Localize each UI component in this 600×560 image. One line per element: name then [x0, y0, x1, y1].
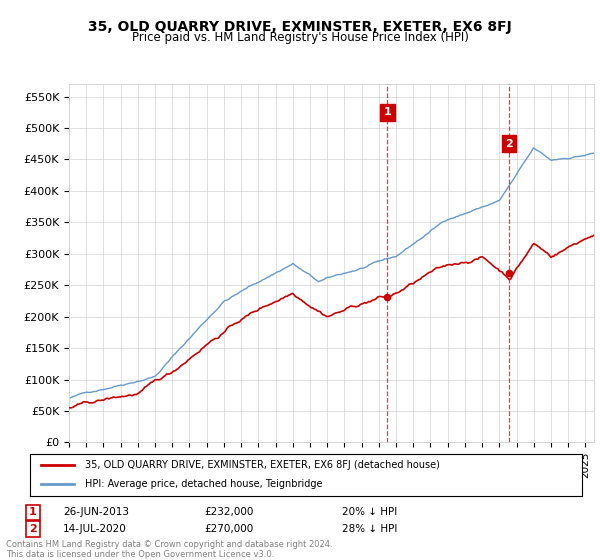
Text: 35, OLD QUARRY DRIVE, EXMINSTER, EXETER, EX6 8FJ: 35, OLD QUARRY DRIVE, EXMINSTER, EXETER,… — [88, 20, 512, 34]
Text: £270,000: £270,000 — [204, 524, 253, 534]
Text: 2: 2 — [29, 524, 37, 534]
Text: 14-JUL-2020: 14-JUL-2020 — [63, 524, 127, 534]
Text: 1: 1 — [29, 507, 37, 517]
Text: 28% ↓ HPI: 28% ↓ HPI — [342, 524, 397, 534]
Text: Contains HM Land Registry data © Crown copyright and database right 2024.
This d: Contains HM Land Registry data © Crown c… — [6, 540, 332, 559]
Text: HPI: Average price, detached house, Teignbridge: HPI: Average price, detached house, Teig… — [85, 479, 323, 489]
Text: 35, OLD QUARRY DRIVE, EXMINSTER, EXETER, EX6 8FJ (detached house): 35, OLD QUARRY DRIVE, EXMINSTER, EXETER,… — [85, 460, 440, 470]
Text: 26-JUN-2013: 26-JUN-2013 — [63, 507, 129, 517]
Text: 1: 1 — [383, 108, 391, 117]
Text: Price paid vs. HM Land Registry's House Price Index (HPI): Price paid vs. HM Land Registry's House … — [131, 31, 469, 44]
Text: 2: 2 — [505, 139, 512, 149]
Text: £232,000: £232,000 — [204, 507, 253, 517]
Text: 20% ↓ HPI: 20% ↓ HPI — [342, 507, 397, 517]
